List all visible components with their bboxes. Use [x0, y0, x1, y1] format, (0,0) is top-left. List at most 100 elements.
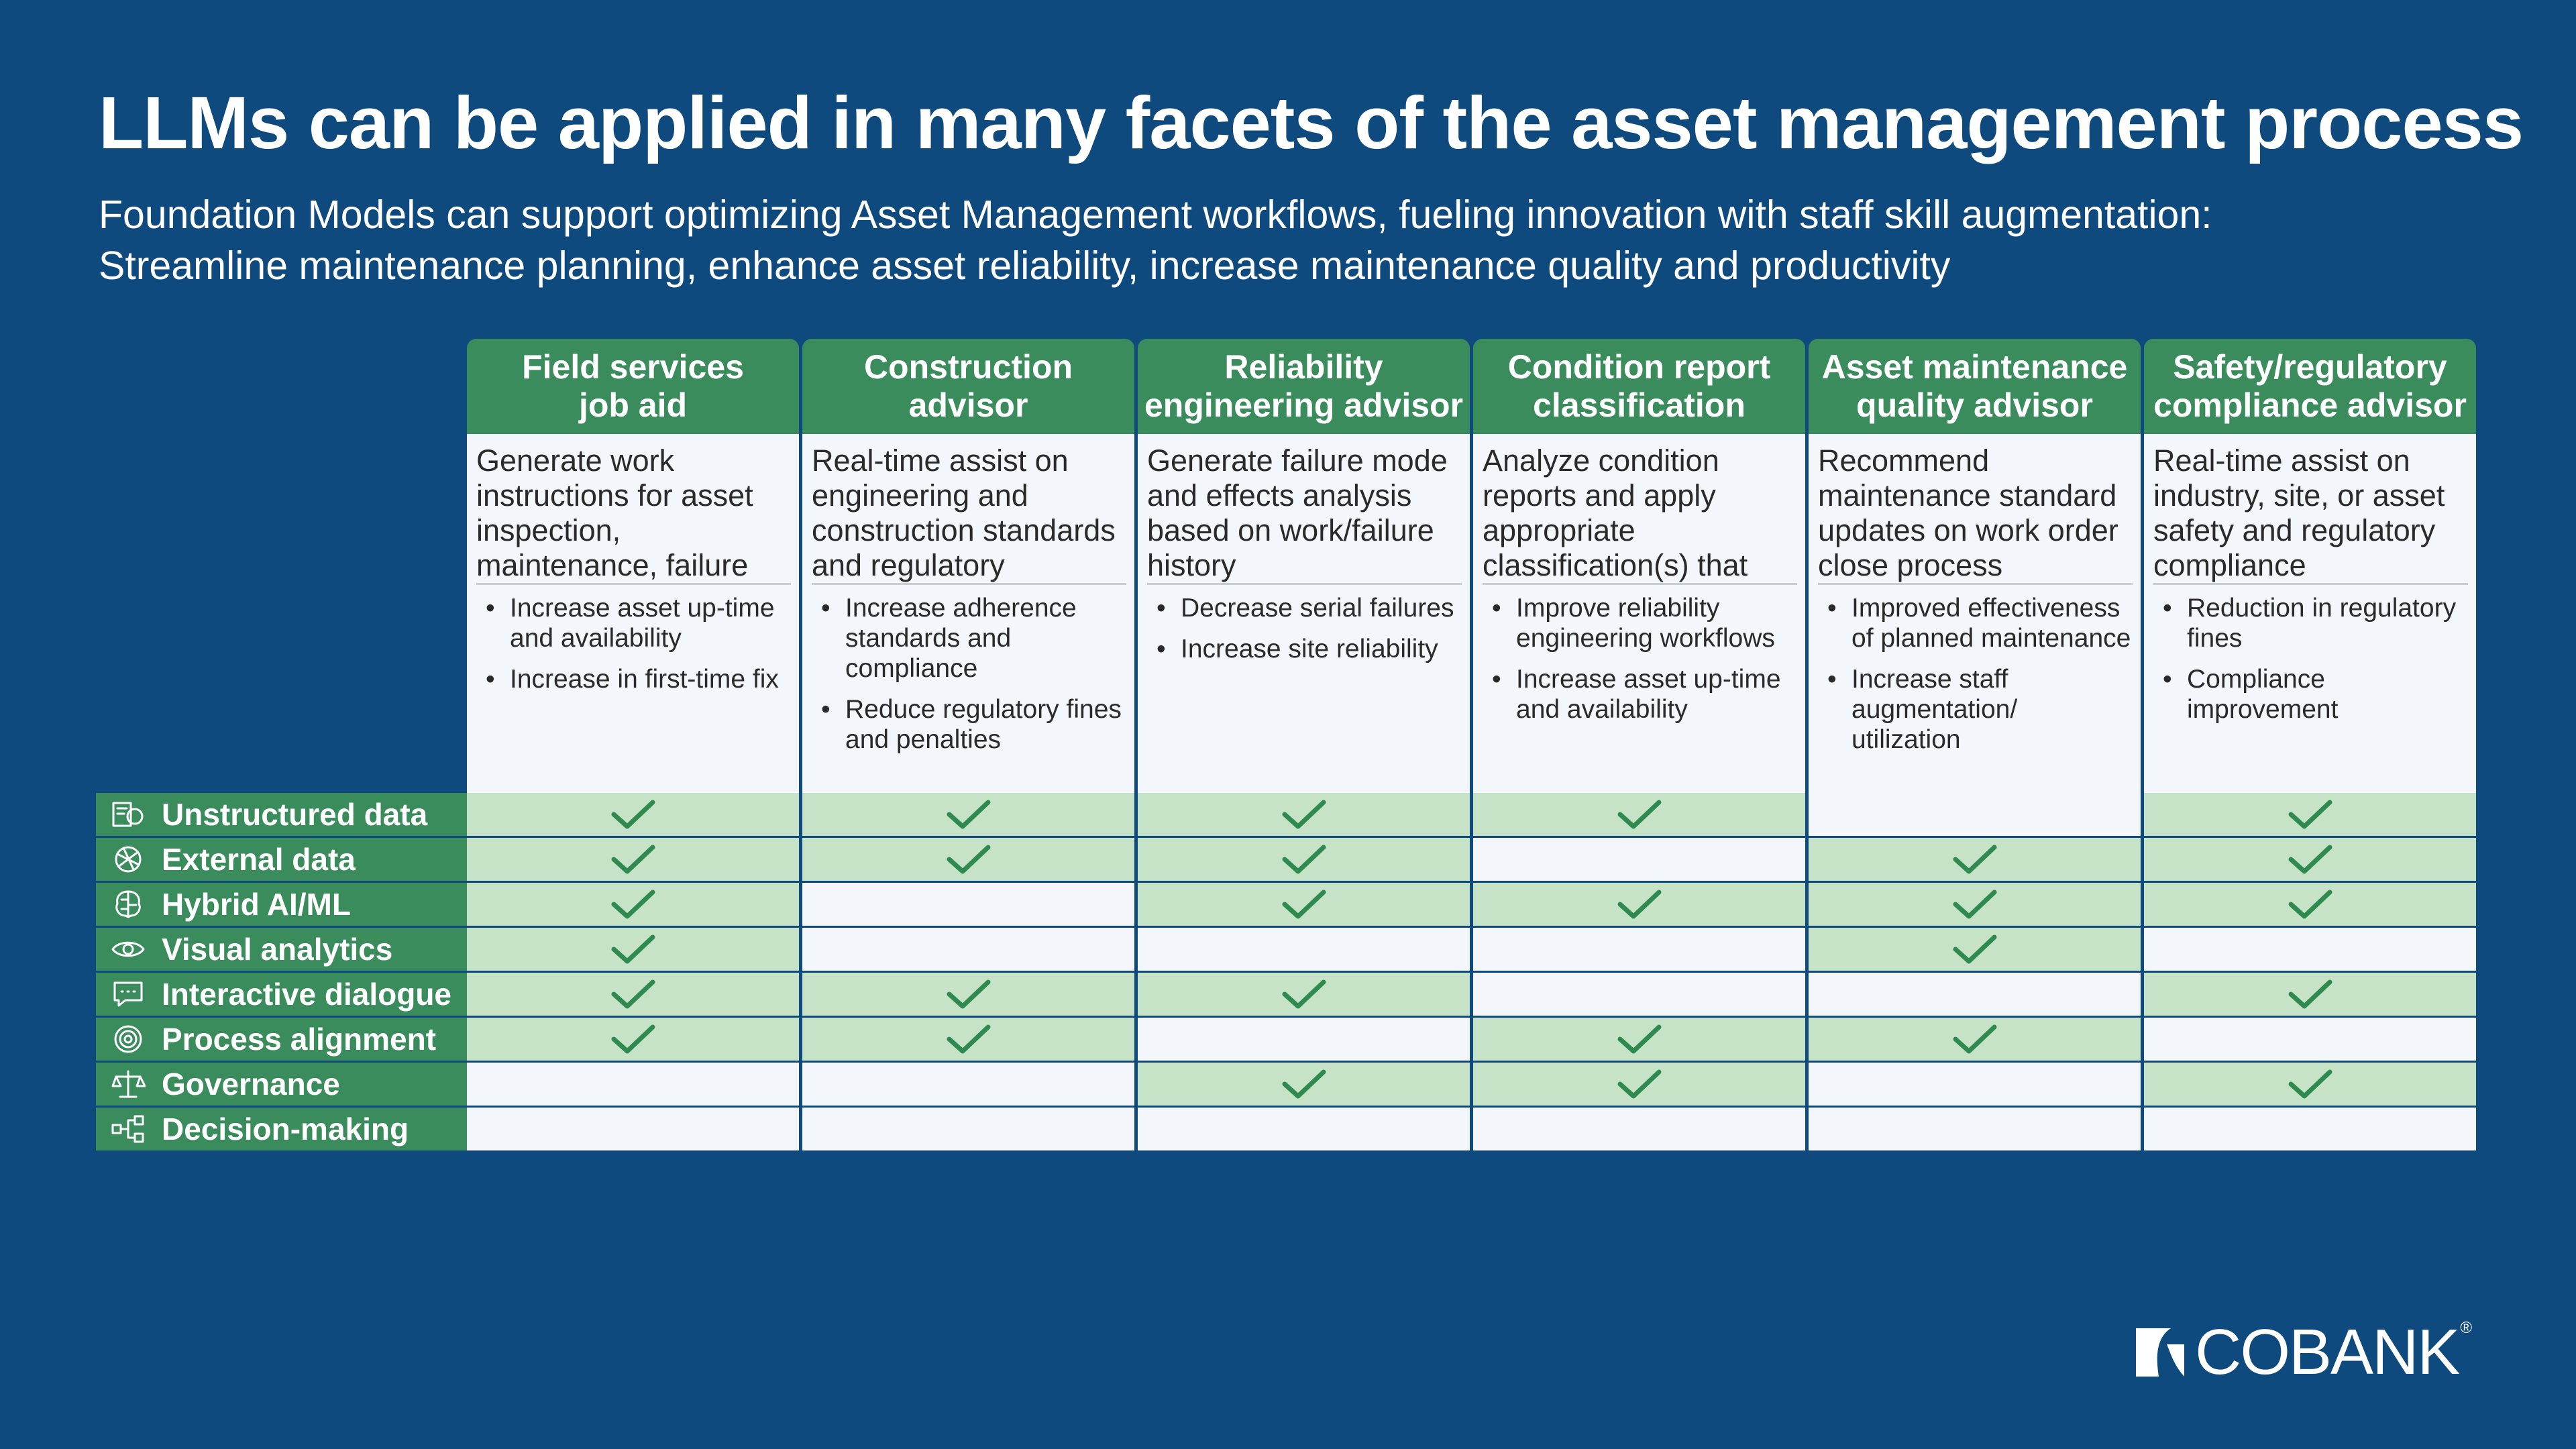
check-cell-checked [1809, 838, 2141, 883]
benefits-list: Decrease serial failures Increase site re… [1147, 593, 1462, 664]
column-header-text: Field services job aid [522, 348, 744, 425]
check-cell-checked [1809, 883, 2141, 928]
capability-row-label: Decision-making [96, 1108, 467, 1152]
chat-icon-wrapper [109, 977, 147, 1011]
brain-icon [115, 890, 141, 918]
check-cell-checked [2144, 838, 2476, 883]
column-header-line: compliance advisor [2153, 386, 2467, 424]
checkmark-icon [2288, 845, 2332, 874]
check-cell-empty [1138, 1018, 1470, 1063]
capability-row-label: External data [96, 838, 467, 883]
check-cell-empty [1809, 1063, 2141, 1108]
target-icon-wrapper [109, 1022, 147, 1056]
capability-label-text: Unstructured data [162, 797, 428, 832]
column-header-text: Reliability engineering advisor [1144, 348, 1463, 425]
capability-label-text: Visual analytics [162, 932, 393, 967]
benefits-divider: Increase asset up-time and availability I… [476, 583, 791, 694]
capability-label-text: Governance [162, 1067, 340, 1102]
unstructured-data-icon-wrapper [109, 798, 147, 831]
column-header-line: Asset maintenance [1821, 348, 2128, 386]
benefit-item: Compliance improvement [2163, 664, 2468, 724]
benefits-divider: Reduction in regulatory fines Compliance … [2153, 583, 2468, 724]
benefit-item: Increase in first-time fix [486, 664, 791, 694]
column-benefits: Reduction in regulatory fines Compliance … [2144, 583, 2476, 793]
flowchart-icon-wrapper [109, 1112, 147, 1146]
check-cell-empty [802, 883, 1134, 928]
cobank-logo: COBANK® [2132, 1319, 2472, 1385]
flowchart-icon [111, 1115, 144, 1143]
external-data-icon-wrapper [109, 843, 147, 876]
column-description: Real-time assist on industry, site, or a… [2144, 434, 2476, 583]
benefit-item: Increase adherence standards and complia… [821, 593, 1126, 684]
check-cell-empty [2144, 1108, 2476, 1152]
logo-registered-mark: ® [2460, 1319, 2472, 1337]
capability-label-text: Decision-making [162, 1112, 409, 1146]
checkmark-icon [947, 979, 990, 1009]
matrix-corner-spacer [96, 339, 467, 434]
column-header-line: advisor [908, 386, 1028, 424]
column-description: Generate failure mode and effects analys… [1138, 434, 1470, 583]
check-cell-checked [467, 838, 799, 883]
benefit-item: Increase staff augmentation/ utilization [1827, 664, 2133, 755]
check-cell-checked [467, 973, 799, 1018]
checkmark-icon [1953, 1024, 1996, 1054]
benefit-item: Reduction in regulatory fines [2163, 593, 2468, 653]
check-cell-checked [467, 928, 799, 973]
external-data-icon [115, 846, 142, 873]
checkmark-icon [1617, 1024, 1661, 1054]
subtitle-line-2: Streamline maintenance planning, enhance… [99, 244, 1951, 288]
check-cell-empty [467, 1108, 799, 1152]
check-cell-empty [1809, 1108, 2141, 1152]
capability-label-text: Interactive dialogue [162, 977, 452, 1012]
capability-row-label: Hybrid AI/ML [96, 883, 467, 928]
checkmark-icon [947, 800, 990, 829]
capability-label-text: Hybrid AI/ML [162, 887, 351, 922]
check-cell-empty [1809, 793, 2141, 838]
target-icon [114, 1025, 142, 1053]
check-cell-checked [467, 1018, 799, 1063]
eye-icon [111, 941, 145, 957]
column-header-line: Condition report [1507, 348, 1771, 386]
check-cell-checked [2144, 883, 2476, 928]
check-cell-checked [2144, 793, 2476, 838]
page-title: LLMs can be applied in many facets of th… [99, 82, 2524, 164]
check-cell-checked [1138, 973, 1470, 1018]
check-cell-checked [802, 838, 1134, 883]
checkmark-icon [611, 979, 655, 1009]
benefit-item: Improve reliability engineering workflow… [1492, 593, 1797, 653]
column-header-text: Construction advisor [864, 348, 1073, 425]
check-cell-empty [1473, 838, 1805, 883]
checkmark-icon [1282, 890, 1326, 919]
checkmark-icon [2288, 1069, 2332, 1099]
page-subtitle: Foundation Models can support optimizing… [99, 189, 2212, 291]
logo-text: COBANK [2195, 1316, 2460, 1388]
column-description: Generate work instructions for asset ins… [467, 434, 799, 652]
column-header-line: Safety/regulatory [2173, 348, 2447, 386]
column-benefits: Improve reliability engineering workflow… [1473, 583, 1805, 793]
capability-label-text: Process alignment [162, 1022, 437, 1057]
unstructured-data-icon [112, 802, 144, 827]
checkmark-icon [611, 1024, 655, 1054]
checkmark-icon [1617, 1069, 1661, 1099]
check-cell-checked [467, 883, 799, 928]
check-cell-checked [1473, 793, 1805, 838]
capability-row-label: Unstructured data [96, 793, 467, 838]
benefits-divider: Increase adherence standards and complia… [812, 583, 1126, 755]
cobank-wordmark: COBANK® [2195, 1319, 2472, 1385]
checkmark-icon [1282, 845, 1326, 874]
checkmark-icon [1617, 890, 1661, 919]
checkmark-icon [1282, 979, 1326, 1009]
column-header-text: Condition report classification [1508, 348, 1771, 425]
checkmark-icon [611, 845, 655, 874]
description-spacer [96, 434, 467, 583]
capability-matrix: Field services job aid Construction advisor… [96, 339, 2479, 1152]
benefit-item: Reduce regulatory fines and penalties [821, 694, 1126, 755]
benefits-list: Reduction in regulatory fines Compliance … [2153, 593, 2468, 724]
check-cell-checked [1473, 1063, 1805, 1108]
column-description: Recommend maintenance standard updates o… [1809, 434, 2141, 583]
checkmark-icon [1282, 1069, 1326, 1099]
check-cell-empty [2144, 1018, 2476, 1063]
check-cell-checked [1473, 1018, 1805, 1063]
check-cell-empty [467, 1063, 799, 1108]
benefits-divider: Improve reliability engineering workflow… [1483, 583, 1797, 724]
